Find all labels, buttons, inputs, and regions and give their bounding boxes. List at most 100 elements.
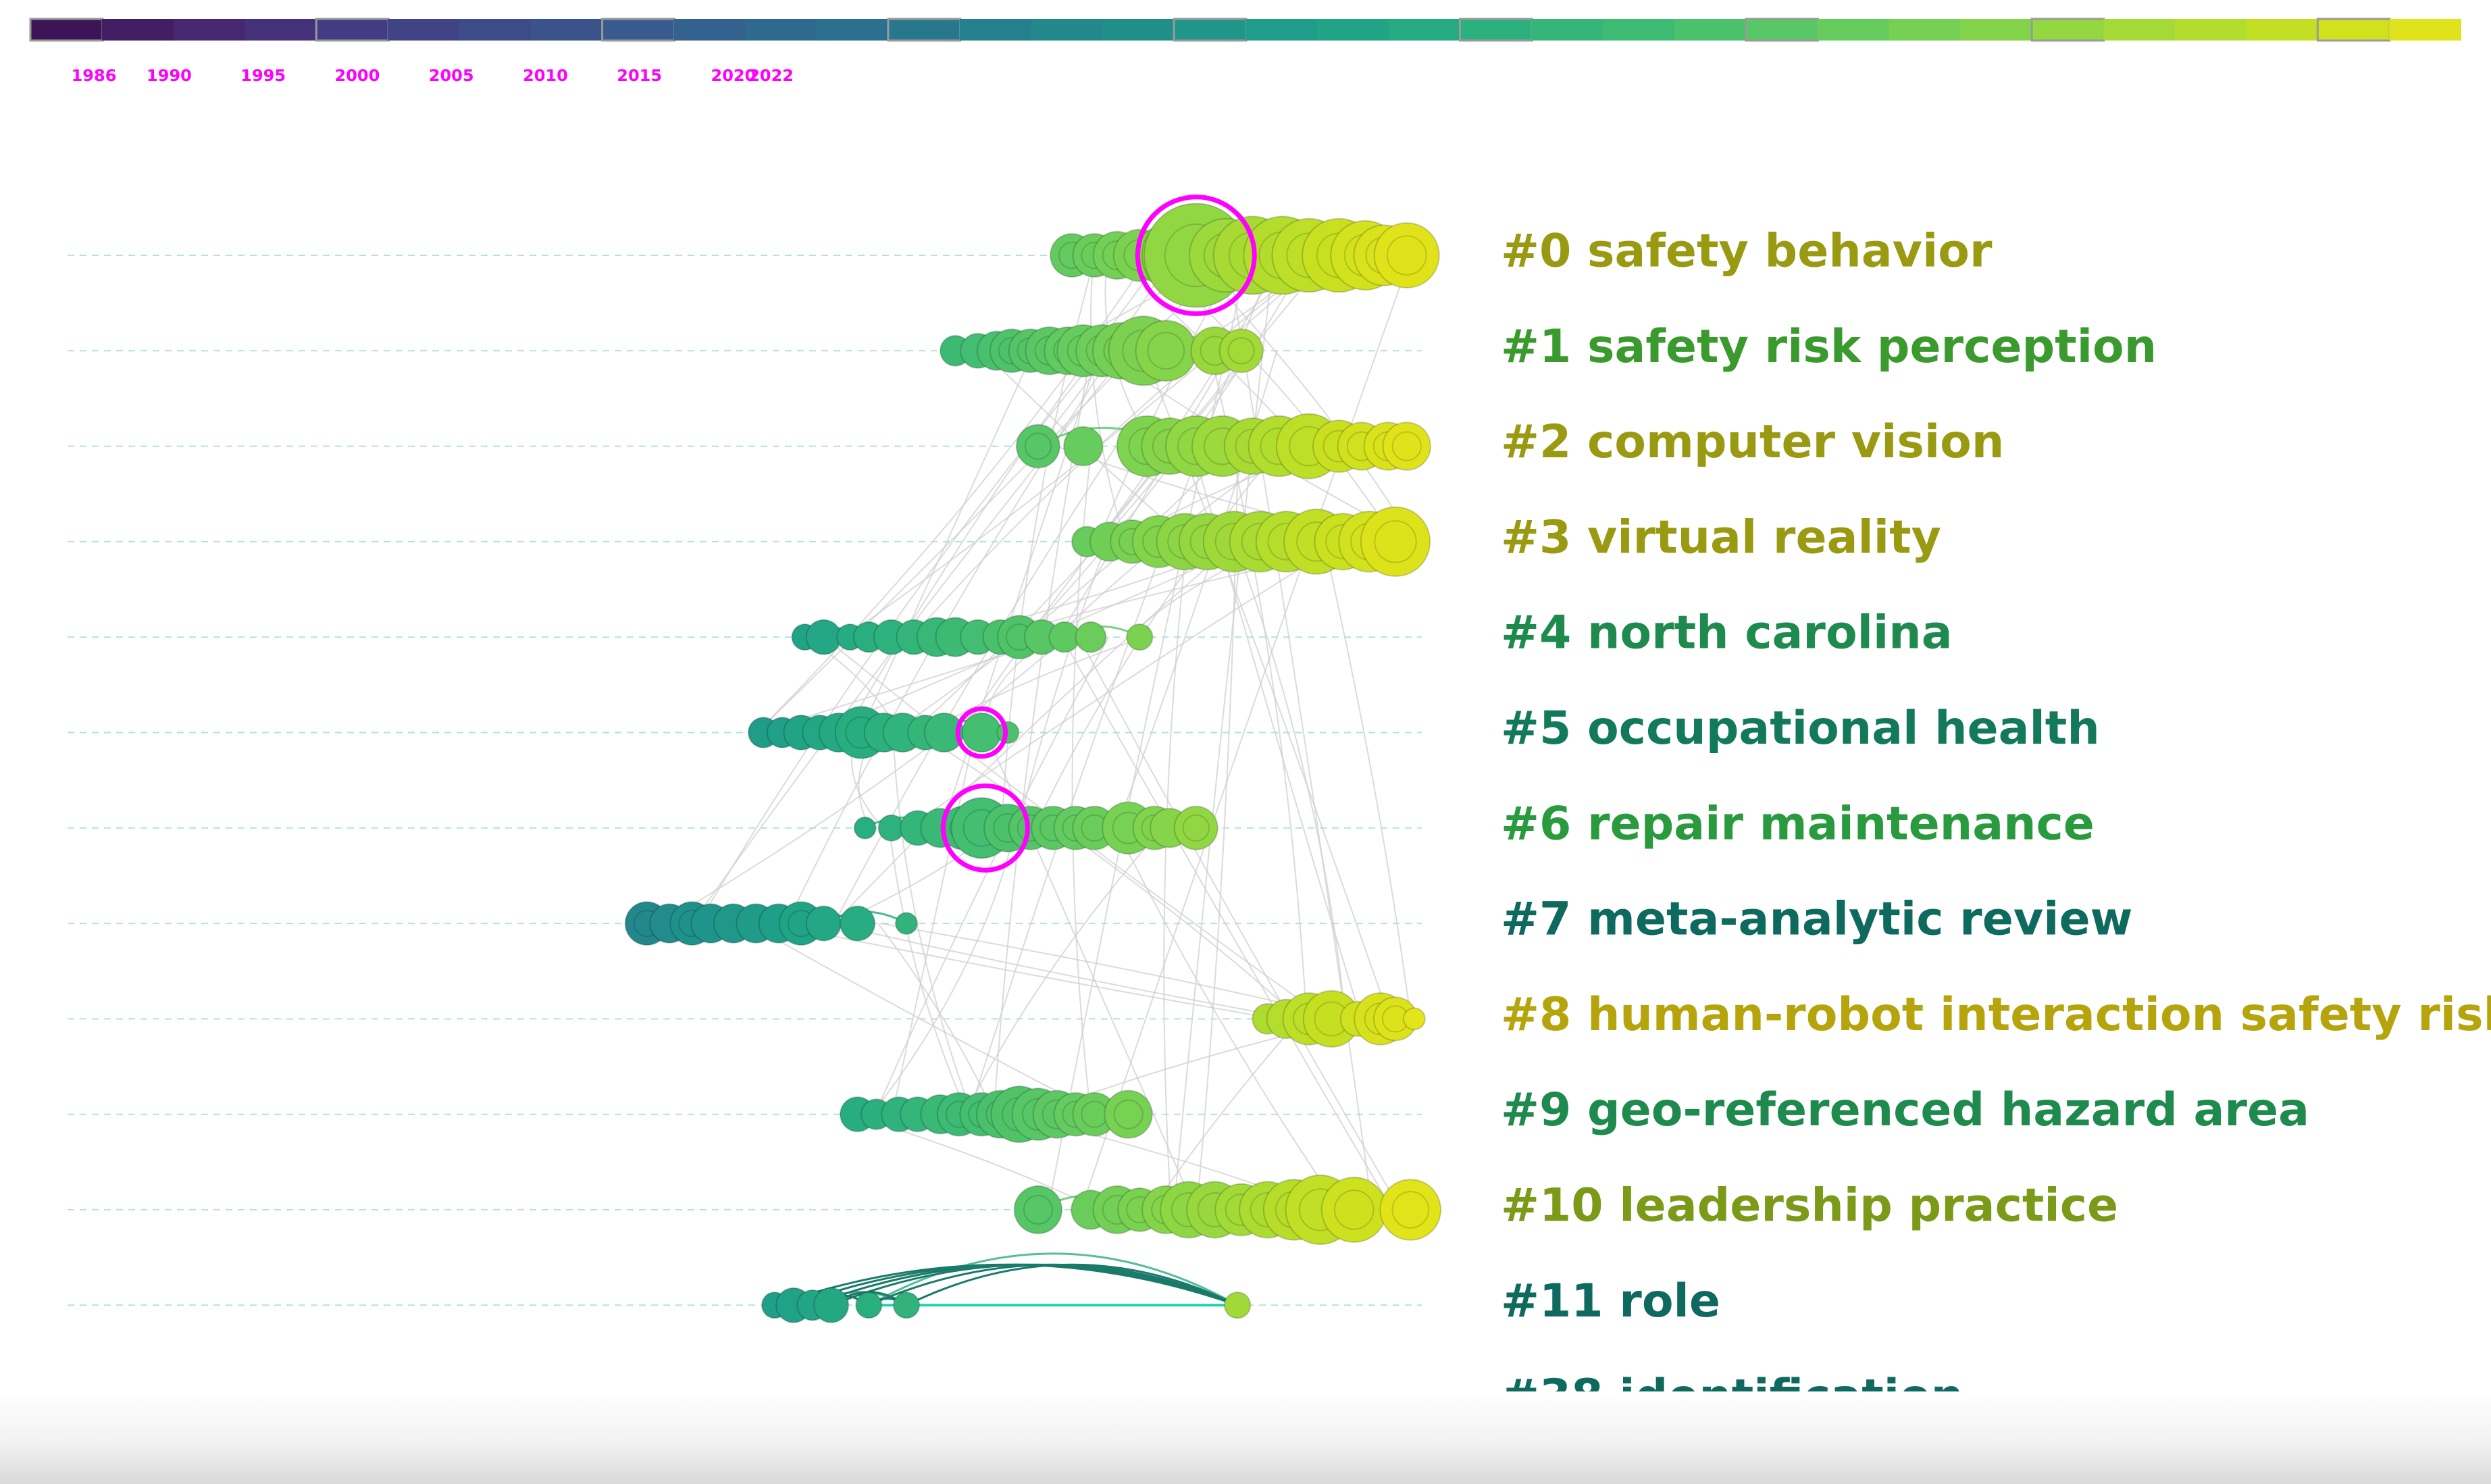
cluster-label: #9 geo-referenced hazard area [1501, 1083, 2309, 1137]
color-bar-segment [1960, 19, 2033, 41]
citation-node [1360, 506, 1431, 578]
color-bar-segment [29, 18, 104, 42]
citation-node-ring [1024, 432, 1052, 460]
color-bar-segment [2389, 19, 2461, 41]
citation-link [918, 732, 1301, 1020]
citation-link [888, 827, 969, 1115]
citation-node [961, 712, 1002, 753]
color-bar-segment [601, 18, 675, 42]
citation-link [1078, 636, 1402, 1210]
citation-node [1402, 1007, 1426, 1031]
citation-node [1075, 621, 1107, 653]
color-bar-segment [245, 19, 317, 41]
year-tick-label: 2022 [748, 66, 794, 85]
citation-node [1223, 1291, 1252, 1319]
citation-node [1015, 424, 1060, 469]
year-tick-label: 1986 [72, 66, 117, 85]
cluster-arcs [646, 242, 1416, 1307]
citation-node [813, 1287, 850, 1323]
color-bar-segment [2103, 19, 2176, 41]
cluster-label: #5 occupational health [1501, 702, 2100, 755]
year-tick-label: 1990 [147, 66, 192, 85]
citation-link [661, 636, 1067, 924]
year-tick-label: 2000 [335, 66, 380, 85]
citation-link [1057, 350, 1231, 638]
citation-node [1382, 421, 1431, 471]
citation-link [912, 445, 1182, 734]
color-bar-segment [959, 19, 1032, 41]
color-bar-segment [1173, 18, 1248, 42]
citation-link [1163, 541, 1188, 1210]
color-bar-segment [2316, 18, 2391, 42]
citation-node [805, 905, 842, 942]
cluster-label: #4 north carolina [1501, 607, 1953, 660]
color-bar-segment [2174, 19, 2247, 41]
citation-node-ring [1182, 814, 1210, 842]
color-bar-segment [315, 18, 390, 42]
citation-link [859, 350, 1035, 733]
bottom-shadow [0, 1391, 2491, 1484]
year-color-bar [29, 18, 2461, 42]
citation-node [1320, 1177, 1387, 1243]
cluster-label: #3 virtual reality [1501, 511, 1941, 564]
color-bar-segment [1674, 19, 1747, 41]
citation-node [839, 905, 876, 942]
citation-node [1104, 1090, 1153, 1139]
year-tick-label: 2005 [429, 66, 474, 85]
color-bar-segment [1388, 19, 1461, 41]
citation-node [1013, 1185, 1063, 1235]
citation-node-ring [1147, 332, 1185, 370]
citation-node [805, 619, 842, 655]
citation-node [996, 721, 1020, 744]
color-bar-segment [1031, 19, 1104, 41]
color-bar-segment [173, 19, 246, 41]
color-bar-segment [1246, 19, 1318, 41]
color-bar-segment [388, 19, 460, 41]
citation-node [894, 912, 918, 936]
citation-link [877, 923, 996, 1115]
citation-link [1090, 255, 1127, 542]
citation-link [1115, 827, 1341, 1210]
citation-node [1379, 1179, 1442, 1241]
cluster-label: #6 repair maintenance [1501, 797, 2095, 850]
citation-link [1227, 255, 1373, 1210]
cluster-label: #8 human-robot interaction safety risk [1501, 988, 2491, 1042]
citation-link [1150, 1018, 1301, 1210]
cluster-label: #11 role [1501, 1275, 1720, 1328]
year-tick-label: 2015 [617, 66, 662, 85]
citation-node [853, 816, 877, 840]
citation-node [1373, 222, 1440, 288]
citation-node-ring [1391, 431, 1422, 461]
citation-burst-ring [955, 706, 1008, 759]
citation-link [1097, 255, 1285, 542]
citation-node-ring [1386, 235, 1427, 276]
cluster-label: #10 leadership practice [1501, 1179, 2118, 1233]
citation-link [941, 350, 1100, 829]
cluster-label: #0 safety behavior [1501, 225, 1993, 278]
color-bar-segment [1745, 18, 1820, 42]
color-bar-segment [2030, 18, 2105, 42]
citation-link [993, 351, 1092, 1115]
citation-link [1017, 541, 1108, 829]
cluster-arc [906, 1263, 1238, 1306]
citation-link [1080, 255, 1412, 1210]
citation-node [1126, 623, 1154, 651]
color-bar-segment [1102, 19, 1175, 41]
color-bar-segment [745, 19, 818, 41]
citation-burst-ring [941, 783, 1030, 873]
citation-node [1173, 805, 1218, 850]
citation-link [833, 446, 1117, 924]
citation-node [855, 1291, 883, 1319]
color-bar-segment [101, 19, 174, 41]
citation-link [892, 445, 1232, 734]
citation-nodes [624, 195, 1442, 1406]
year-tick-label: 2020 [711, 66, 756, 85]
color-bar-segment [1889, 19, 1961, 41]
citation-link [1322, 541, 1412, 1019]
citation-node-ring [1391, 1191, 1430, 1229]
citation-node [892, 1291, 921, 1319]
cluster-label: #7 meta-analytic review [1501, 893, 2132, 946]
color-bar-segment [459, 19, 532, 41]
citation-link [770, 923, 1277, 1020]
citation-link [1061, 636, 1393, 1210]
